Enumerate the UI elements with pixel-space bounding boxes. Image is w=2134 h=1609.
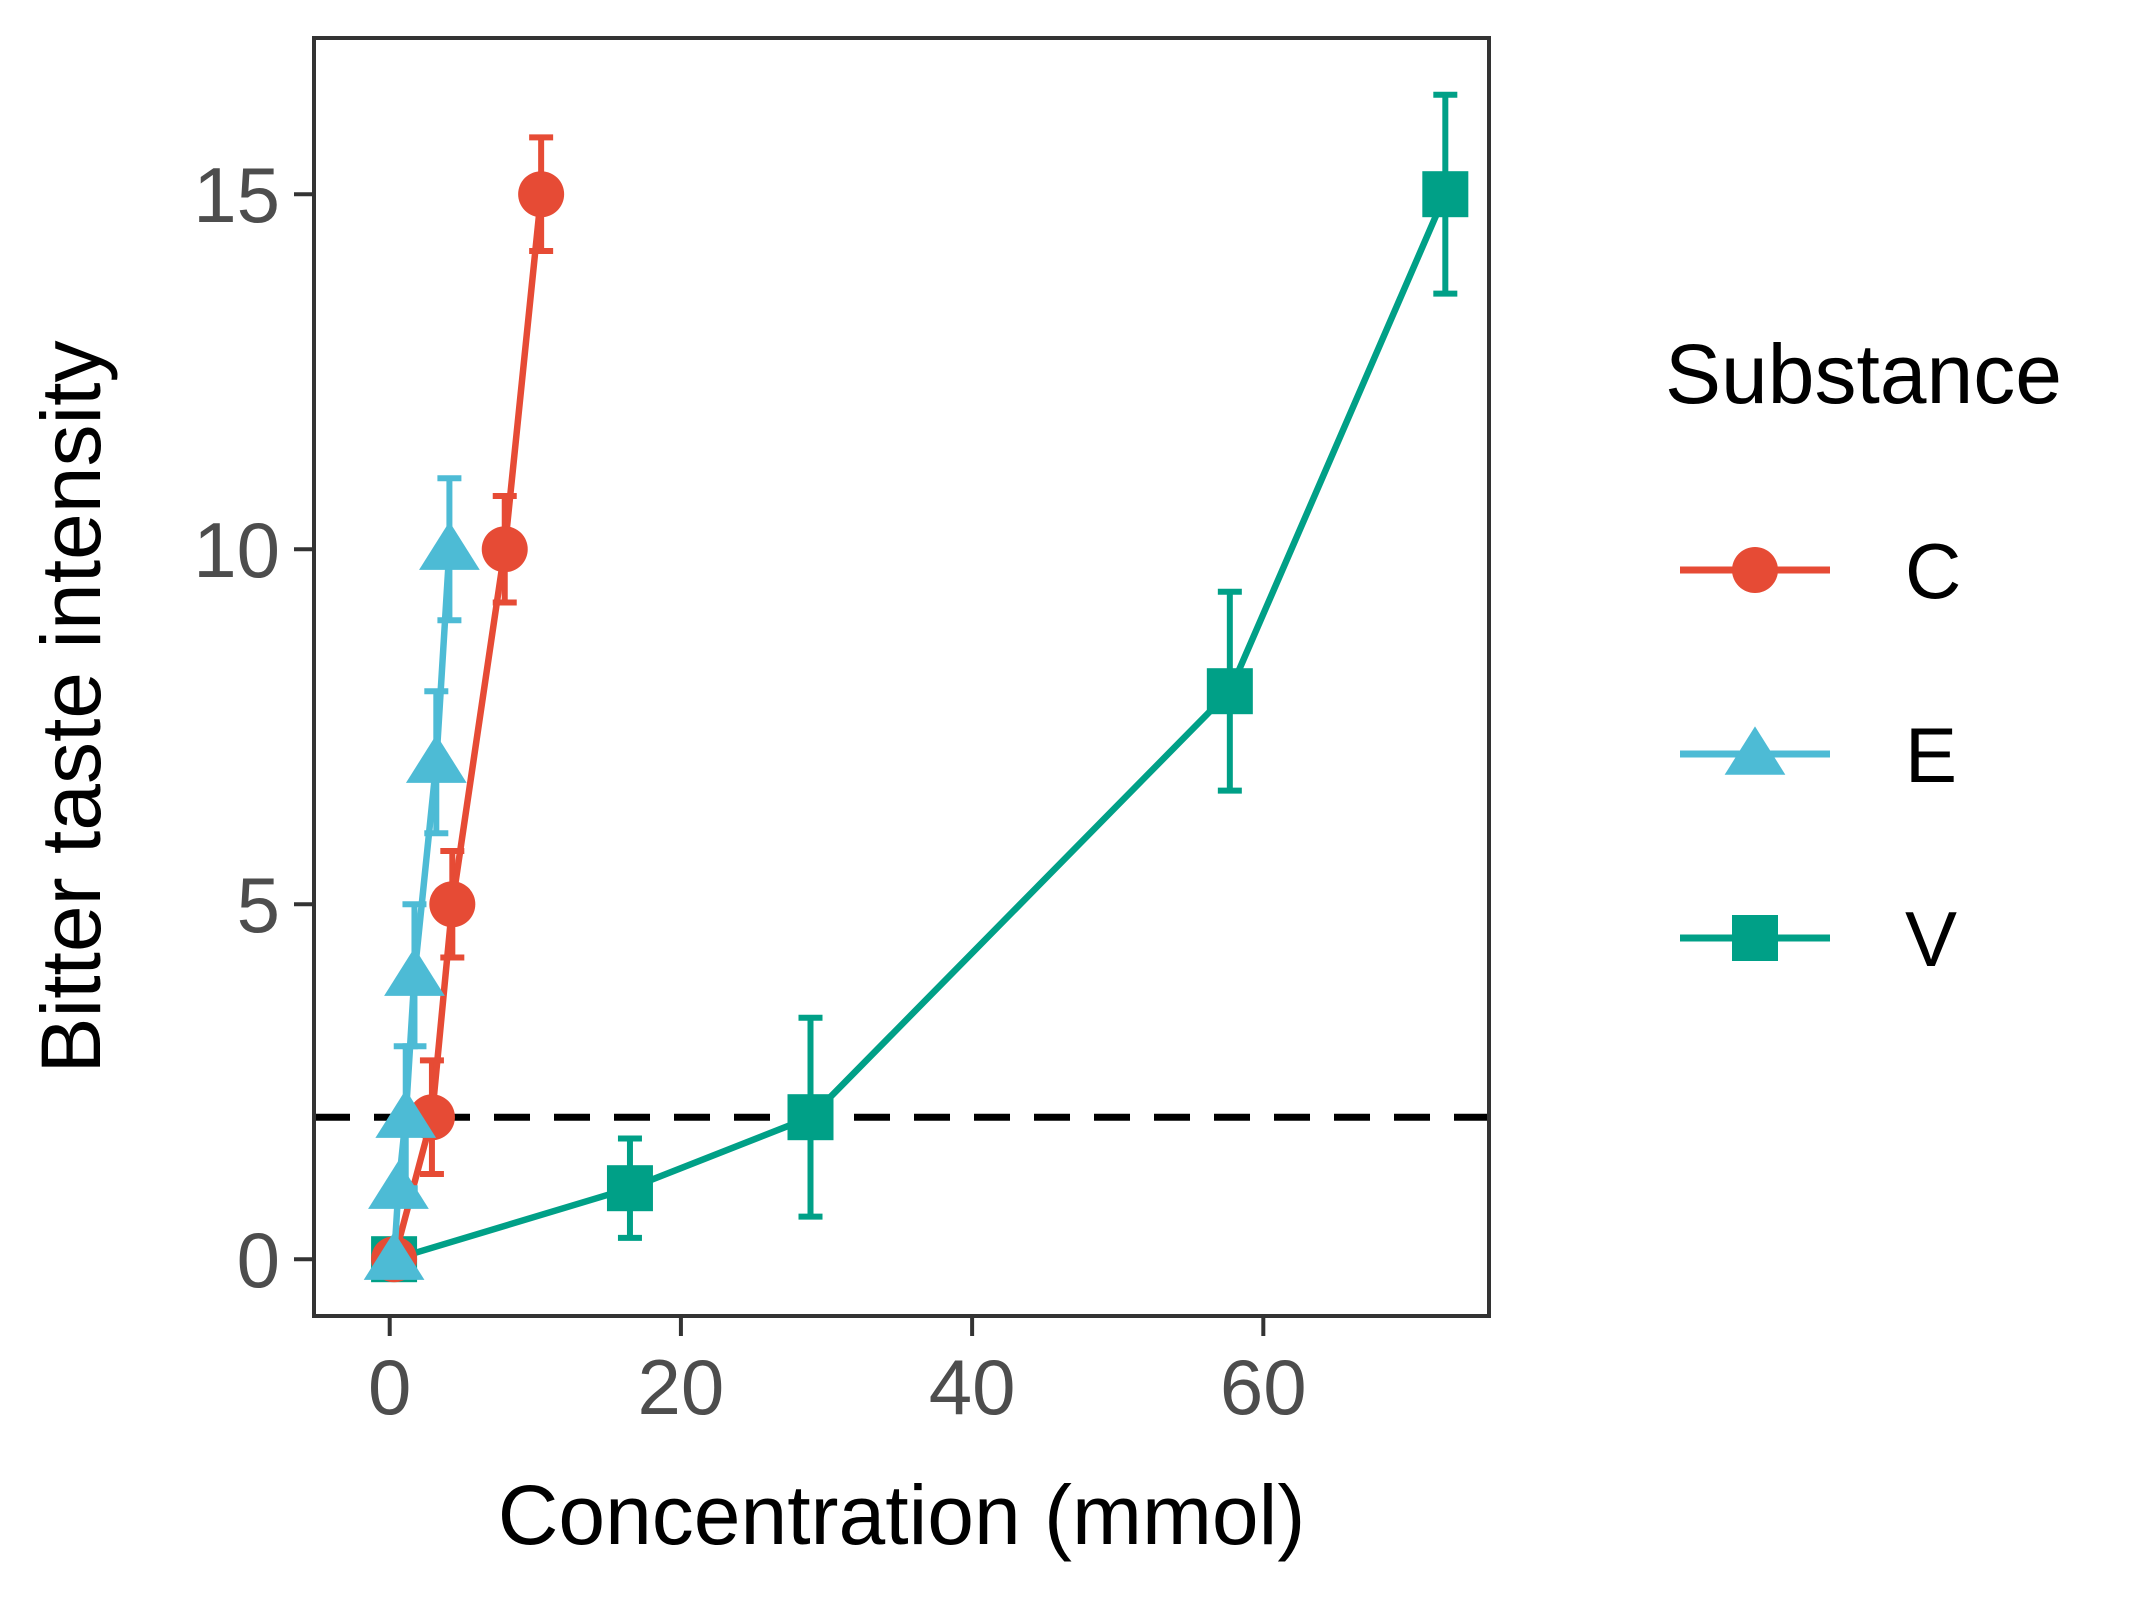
series-e [363, 475, 480, 1280]
legend-title: Substance [1665, 327, 2062, 421]
series-e-point [405, 734, 467, 783]
series-e-point [384, 947, 445, 996]
legend-label: V [1905, 895, 1957, 983]
panel-border [312, 36, 1491, 1318]
x-tick-label: 40 [929, 1343, 1016, 1431]
series-v-point [787, 1094, 834, 1141]
x-tick-label: 60 [1220, 1343, 1307, 1431]
series-e-point [375, 1089, 437, 1138]
x-tick-label: 0 [368, 1343, 411, 1431]
axes-layer: 0 20 40 60 0 5 10 15 [193, 151, 1306, 1431]
legend-swatch-marker [1732, 547, 1778, 593]
y-tick-label: 10 [193, 506, 280, 594]
y-tick-label: 5 [237, 861, 280, 949]
legend-item-v: V [1680, 895, 1957, 983]
legend-item-e: E [1680, 711, 1957, 799]
plot-layer [314, 91, 1489, 1283]
series-c-point [481, 526, 528, 573]
series-v-point [606, 1165, 653, 1212]
legend-label: C [1905, 527, 1961, 615]
series-c [371, 134, 565, 1283]
legend-label: E [1905, 711, 1957, 799]
series-v-point [1206, 668, 1253, 715]
x-tick-label: 20 [638, 1343, 725, 1431]
series-e-point [363, 1231, 425, 1280]
legend-swatch-marker [1724, 726, 1786, 775]
series-e-point [368, 1160, 429, 1209]
legend-item-c: C [1680, 527, 1961, 615]
y-tick-label: 0 [237, 1216, 280, 1304]
y-tick-label: 15 [193, 151, 280, 239]
y-axis-title: Bitter taste intensity [24, 341, 118, 1074]
series-c-point [429, 881, 476, 928]
legend-swatch-marker [1732, 915, 1778, 961]
legend: Substance C E V [1665, 327, 2062, 983]
series-v-point [1422, 171, 1469, 218]
series-e-point [419, 521, 480, 570]
x-axis-title: Concentration (mmol) [498, 1468, 1306, 1562]
series-c-point [518, 171, 565, 218]
